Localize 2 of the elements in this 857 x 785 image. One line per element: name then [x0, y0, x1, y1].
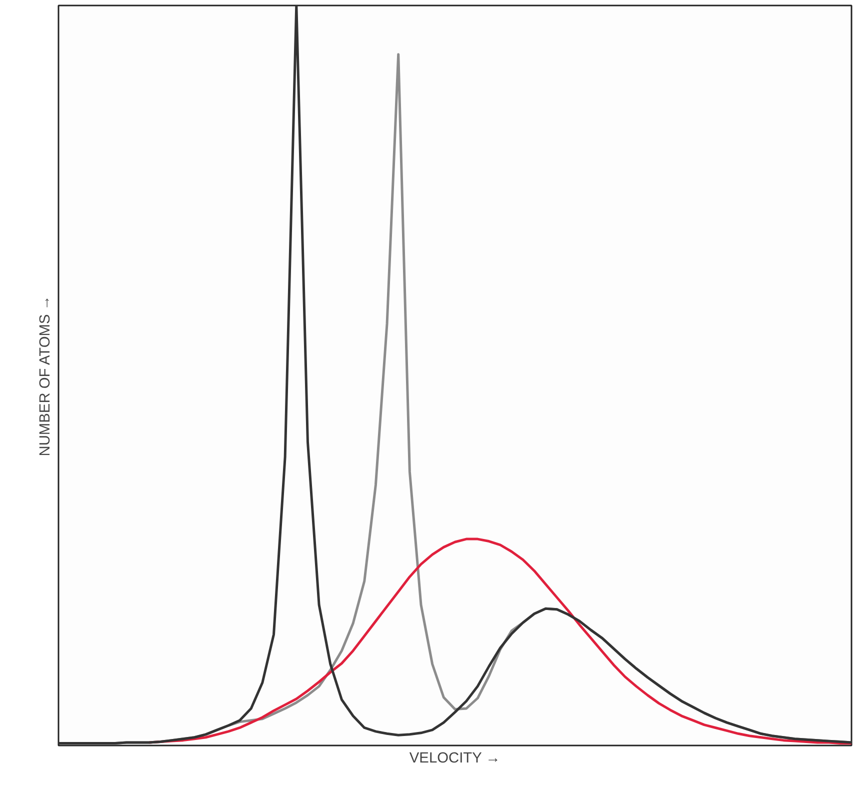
- y-axis-title: NUMBER OF ATOMS →: [38, 296, 54, 456]
- x-axis-title: VELOCITY →: [409, 750, 500, 766]
